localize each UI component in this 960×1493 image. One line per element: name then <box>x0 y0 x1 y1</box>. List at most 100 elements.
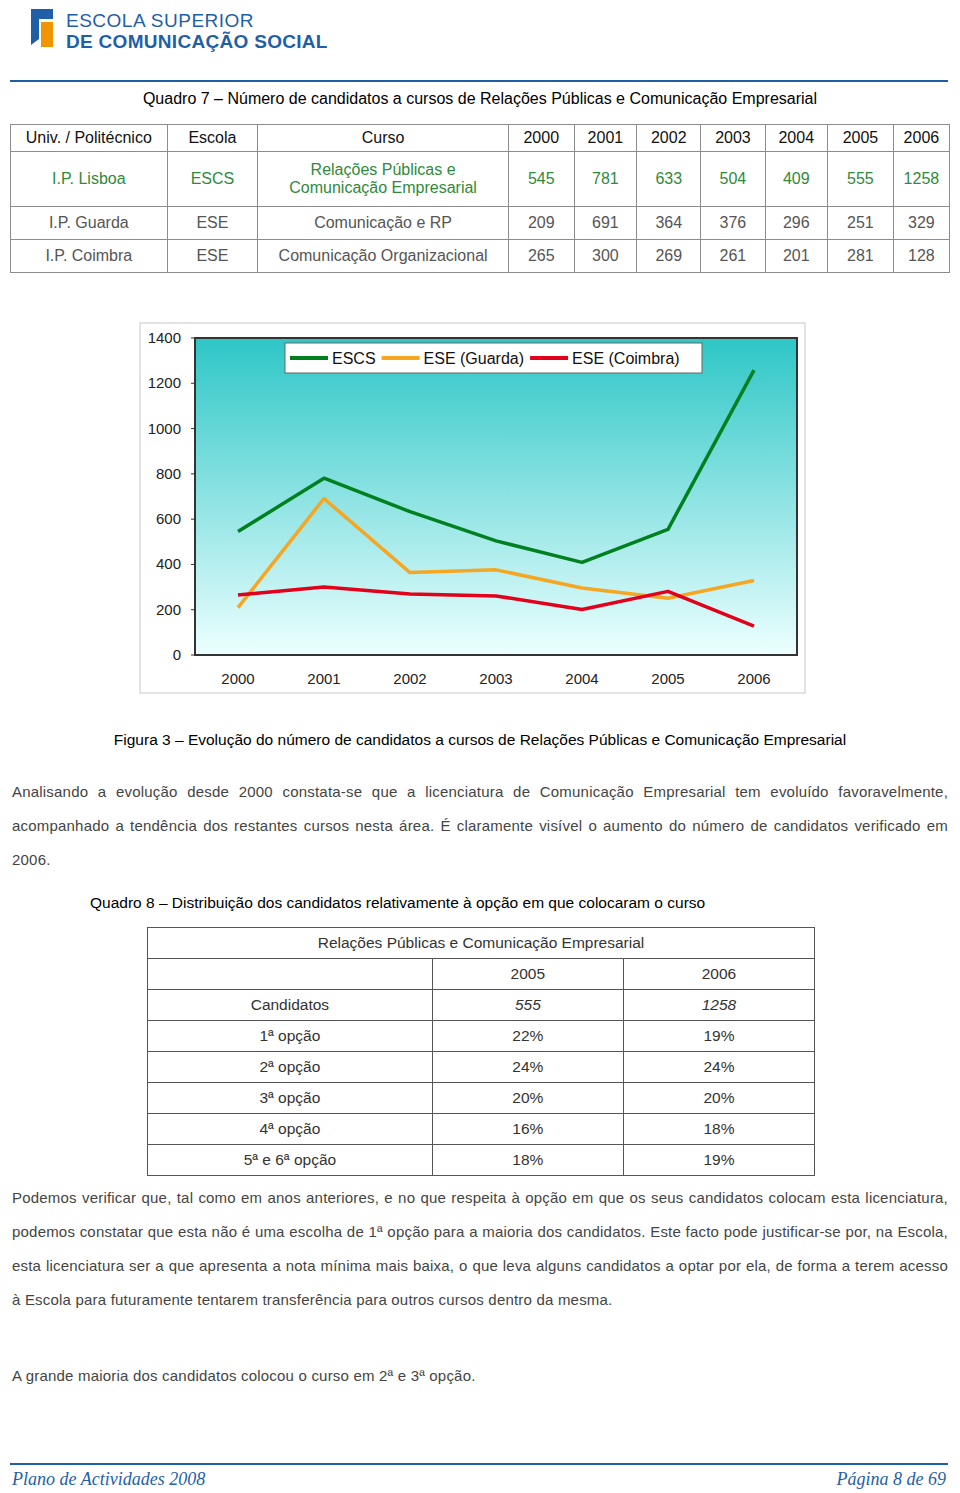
table-header-cell: Univ. / Politécnico <box>11 125 168 152</box>
table-header-cell: 2005 <box>432 959 623 990</box>
paragraph: Podemos verificar que, tal como em anos … <box>12 1181 948 1317</box>
chart: 0200400600800100012001400200020012002200… <box>0 300 960 720</box>
y-tick <box>191 519 195 520</box>
table-header-cell: Curso <box>258 125 509 152</box>
data-line <box>238 499 754 608</box>
table-cell: 16% <box>432 1114 623 1145</box>
y-tick-label: 400 <box>156 555 181 572</box>
table-cell: 24% <box>432 1052 623 1083</box>
table-cell: 555 <box>828 152 894 207</box>
table-cell: 1258 <box>623 990 814 1021</box>
table-cell: 209 <box>508 207 574 240</box>
table-cell: 261 <box>701 240 765 273</box>
table-header-cell: Relações Públicas e Comunicação Empresar… <box>148 928 815 959</box>
table-header-cell: 2006 <box>623 959 814 990</box>
table-row: I.P. GuardaESEComunicação e RP2096913643… <box>11 207 950 240</box>
table-title: Quadro 8 – Distribuição dos candidatos r… <box>90 894 705 912</box>
y-tick-label: 0 <box>173 646 181 663</box>
table-row: 5ª e 6ª opção18%19% <box>148 1145 815 1176</box>
plot-area <box>195 338 797 655</box>
y-tick <box>191 609 195 610</box>
table-cell: 376 <box>701 207 765 240</box>
table-row: 1ª opção22%19% <box>148 1021 815 1052</box>
table-cell: 24% <box>623 1052 814 1083</box>
header-rule <box>10 80 948 82</box>
table-cell: ESE <box>167 240 258 273</box>
y-tick <box>191 338 195 339</box>
table-cell: Comunicação e RP <box>258 207 509 240</box>
figure-caption: Figura 3 – Evolução do número de candida… <box>0 731 960 749</box>
logo-shape <box>41 22 53 47</box>
chart-frame <box>140 323 805 693</box>
table-header-cell: 2006 <box>893 125 949 152</box>
table-cell: 409 <box>765 152 828 207</box>
x-tick-label: 2001 <box>307 670 340 687</box>
table-cell: 18% <box>432 1145 623 1176</box>
table-cell: 3ª opção <box>148 1083 433 1114</box>
x-tick-label: 2002 <box>393 670 426 687</box>
table-cell: 633 <box>637 152 701 207</box>
table-cell: 504 <box>701 152 765 207</box>
y-tick-label: 200 <box>156 601 181 618</box>
table-cell: 18% <box>623 1114 814 1145</box>
table-cell: I.P. Coimbra <box>11 240 168 273</box>
legend-label: ESE (Guarda) <box>424 350 524 367</box>
table-cell: 545 <box>508 152 574 207</box>
table-cell: 1258 <box>893 152 949 207</box>
table-cell: 265 <box>508 240 574 273</box>
y-tick <box>191 383 195 384</box>
table-row: I.P. CoimbraESEComunicação Organizaciona… <box>11 240 950 273</box>
table-row: 4ª opção16%18% <box>148 1114 815 1145</box>
x-tick-label: 2000 <box>221 670 254 687</box>
table-cell: 201 <box>765 240 828 273</box>
logo-text: ESCOLA SUPERIOR <box>66 10 254 32</box>
legend-box <box>285 343 702 373</box>
table: Relações Públicas e Comunicação Empresar… <box>147 927 815 1176</box>
y-tick-label: 600 <box>156 510 181 527</box>
table-cell: 5ª e 6ª opção <box>148 1145 433 1176</box>
table-cell: 555 <box>432 990 623 1021</box>
y-tick <box>191 428 195 429</box>
table-cell: Comunicação Organizacional <box>258 240 509 273</box>
table-header-cell: 2001 <box>574 125 637 152</box>
table-header-cell: 2004 <box>765 125 828 152</box>
table-cell: Candidatos <box>148 990 433 1021</box>
table-row: I.P. LisboaESCSRelações Públicas e Comun… <box>11 152 950 207</box>
table-cell: I.P. Guarda <box>11 207 168 240</box>
table-cell: 281 <box>828 240 894 273</box>
y-tick-label: 800 <box>156 465 181 482</box>
legend-swatch <box>530 356 568 360</box>
table-cell: 19% <box>623 1021 814 1052</box>
table-cell: 269 <box>637 240 701 273</box>
table-cell: I.P. Lisboa <box>11 152 168 207</box>
table-cell: 364 <box>637 207 701 240</box>
legend-label: ESE (Coimbra) <box>572 350 680 367</box>
table-cell <box>148 959 433 990</box>
y-tick <box>191 473 195 474</box>
table-cell: 2ª opção <box>148 1052 433 1083</box>
table-cell: 128 <box>893 240 949 273</box>
table-cell: 1ª opção <box>148 1021 433 1052</box>
table-cell: 300 <box>574 240 637 273</box>
table-row: Univ. / PolitécnicoEscolaCurso2000200120… <box>11 125 950 152</box>
table-cell: 329 <box>893 207 949 240</box>
table-cell: Relações Públicas e Comunicação Empresar… <box>258 152 509 207</box>
table-row: 2ª opção24%24% <box>148 1052 815 1083</box>
y-tick-label: 1000 <box>148 420 181 437</box>
table-title: Quadro 7 – Número de candidatos a cursos… <box>0 90 960 108</box>
table-row: Relações Públicas e Comunicação Empresar… <box>148 928 815 959</box>
table-cell: 20% <box>432 1083 623 1114</box>
table-header-cell: 2005 <box>828 125 894 152</box>
data-line <box>238 370 754 562</box>
legend-swatch <box>382 356 420 360</box>
legend-label: ESCS <box>332 350 376 367</box>
table-cell: 781 <box>574 152 637 207</box>
x-tick-label: 2005 <box>651 670 684 687</box>
legend-swatch <box>290 356 328 360</box>
x-tick-label: 2004 <box>565 670 598 687</box>
table-row: Candidatos5551258 <box>148 990 815 1021</box>
table: Univ. / PolitécnicoEscolaCurso2000200120… <box>10 124 950 273</box>
table-header-cell: 2000 <box>508 125 574 152</box>
x-tick-label: 2003 <box>479 670 512 687</box>
footer-text: Página 8 de 69 <box>837 1469 947 1490</box>
